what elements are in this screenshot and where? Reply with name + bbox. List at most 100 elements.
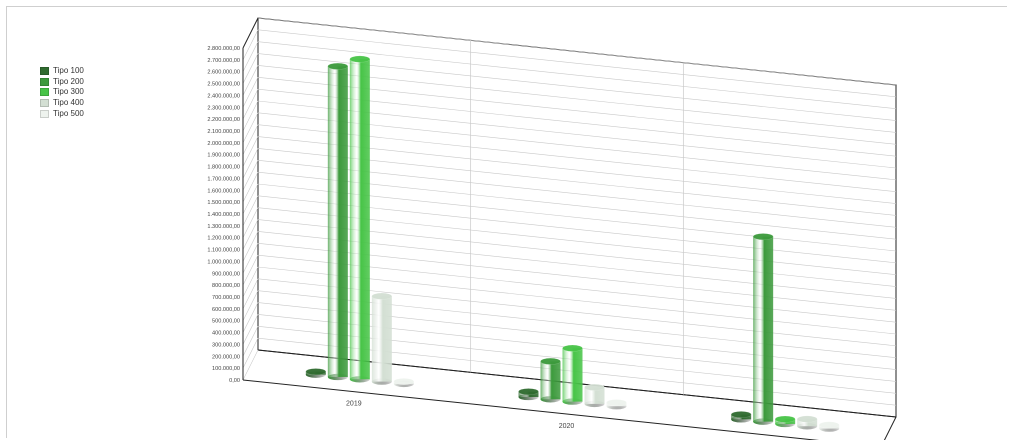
bar bbox=[350, 56, 370, 383]
side-gridline bbox=[243, 231, 258, 261]
bar bbox=[607, 399, 627, 409]
y-tick-labels: 0,00 100.000,00 200.000,00 300.000,00 400.00… bbox=[207, 46, 240, 384]
bar bbox=[775, 416, 795, 427]
side-gridline bbox=[243, 291, 258, 321]
bar-top bbox=[350, 56, 370, 62]
y-tick-label: 2.500.000,00 bbox=[207, 82, 240, 88]
bar bbox=[731, 411, 751, 422]
bar-top bbox=[753, 233, 773, 239]
bar-top bbox=[519, 388, 539, 394]
side-gridline bbox=[243, 125, 258, 155]
y-tick-label: 1.800.000,00 bbox=[207, 165, 240, 171]
bar bbox=[541, 358, 561, 402]
bar-top bbox=[372, 293, 392, 299]
side-gridline bbox=[243, 196, 258, 226]
y-tick-label: 2.000.000,00 bbox=[207, 141, 240, 147]
bar bbox=[753, 233, 773, 424]
side-gridline bbox=[243, 220, 258, 250]
bar-top bbox=[394, 378, 414, 384]
side-gridline bbox=[243, 30, 258, 60]
y-tick-label: 2.600.000,00 bbox=[207, 70, 240, 76]
y-tick-label: 1.400.000,00 bbox=[207, 212, 240, 218]
side-gridline bbox=[243, 350, 258, 380]
y-tick-label: 1.200.000,00 bbox=[207, 236, 240, 242]
side-gridline bbox=[243, 303, 258, 333]
bar bbox=[563, 345, 583, 405]
side-gridline bbox=[243, 89, 258, 119]
side-gridline bbox=[243, 184, 258, 214]
floor-edge bbox=[881, 417, 896, 440]
bar-body bbox=[328, 66, 348, 377]
x-tick-labels: 201920202021 bbox=[346, 401, 787, 440]
bar-body bbox=[563, 348, 583, 401]
bar bbox=[797, 416, 817, 430]
y-tick-label: 2.100.000,00 bbox=[207, 129, 240, 135]
bar-top bbox=[797, 416, 817, 422]
y-tick-label: 1.100.000,00 bbox=[207, 248, 240, 254]
side-gridline bbox=[243, 267, 258, 297]
bar bbox=[394, 378, 414, 387]
bar-body bbox=[350, 59, 370, 379]
y-tick-label: 2.800.000,00 bbox=[207, 46, 240, 52]
y-tick-label: 0,00 bbox=[229, 378, 240, 384]
bar bbox=[519, 388, 539, 400]
bar bbox=[306, 368, 326, 377]
side-gridline bbox=[243, 148, 258, 178]
bar bbox=[585, 384, 605, 407]
y-tick-label: 700.000,00 bbox=[212, 295, 240, 301]
bar-top bbox=[585, 384, 605, 390]
bar-top bbox=[306, 368, 326, 374]
side-gridline bbox=[243, 113, 258, 143]
bar-top bbox=[819, 422, 839, 428]
side-gridline bbox=[243, 255, 258, 285]
side-gridline bbox=[243, 160, 258, 190]
side-gridline bbox=[243, 326, 258, 356]
bar-body bbox=[753, 237, 773, 422]
axis-top-edge bbox=[243, 18, 258, 48]
side-gridline bbox=[243, 42, 258, 72]
y-tick-label: 1.600.000,00 bbox=[207, 188, 240, 194]
side-gridline bbox=[243, 338, 258, 368]
bar bbox=[372, 293, 392, 385]
x-tick-label: 2020 bbox=[559, 423, 575, 430]
side-gridline bbox=[243, 77, 258, 107]
side-gridline bbox=[243, 172, 258, 202]
side-gridline bbox=[243, 208, 258, 238]
y-tick-label: 400.000,00 bbox=[212, 331, 240, 337]
bar-top bbox=[563, 345, 583, 351]
side-gridline bbox=[243, 279, 258, 309]
bar bbox=[328, 63, 348, 380]
bar-top bbox=[541, 358, 561, 364]
y-tick-label: 1.300.000,00 bbox=[207, 224, 240, 230]
bar-body bbox=[372, 296, 392, 381]
y-tick-label: 2.300.000,00 bbox=[207, 105, 240, 111]
y-tick-label: 600.000,00 bbox=[212, 307, 240, 313]
y-tick-label: 200.000,00 bbox=[212, 354, 240, 360]
y-tick-label: 300.000,00 bbox=[212, 342, 240, 348]
y-tick-label: 900.000,00 bbox=[212, 271, 240, 277]
y-tick-label: 800.000,00 bbox=[212, 283, 240, 289]
side-gridline bbox=[243, 137, 258, 167]
x-tick-label: 2019 bbox=[346, 401, 362, 408]
side-gridline bbox=[243, 65, 258, 95]
bar-body bbox=[541, 361, 561, 399]
bar-top bbox=[775, 416, 795, 422]
side-gridline bbox=[243, 243, 258, 273]
y-tick-label: 100.000,00 bbox=[212, 366, 240, 372]
bar-top bbox=[607, 399, 627, 405]
bar bbox=[819, 422, 839, 432]
y-tick-label: 2.200.000,00 bbox=[207, 117, 240, 123]
y-tick-label: 1.900.000,00 bbox=[207, 153, 240, 159]
y-tick-label: 2.400.000,00 bbox=[207, 93, 240, 99]
bar-top bbox=[328, 63, 348, 69]
y-tick-label: 500.000,00 bbox=[212, 319, 240, 325]
y-tick-label: 1.500.000,00 bbox=[207, 200, 240, 206]
bar-top bbox=[731, 411, 751, 417]
side-gridline bbox=[243, 101, 258, 131]
y-tick-label: 1.000.000,00 bbox=[207, 259, 240, 265]
side-gridline bbox=[243, 314, 258, 344]
y-tick-label: 2.700.000,00 bbox=[207, 58, 240, 64]
side-gridline bbox=[243, 54, 258, 84]
y-tick-label: 1.700.000,00 bbox=[207, 176, 240, 182]
